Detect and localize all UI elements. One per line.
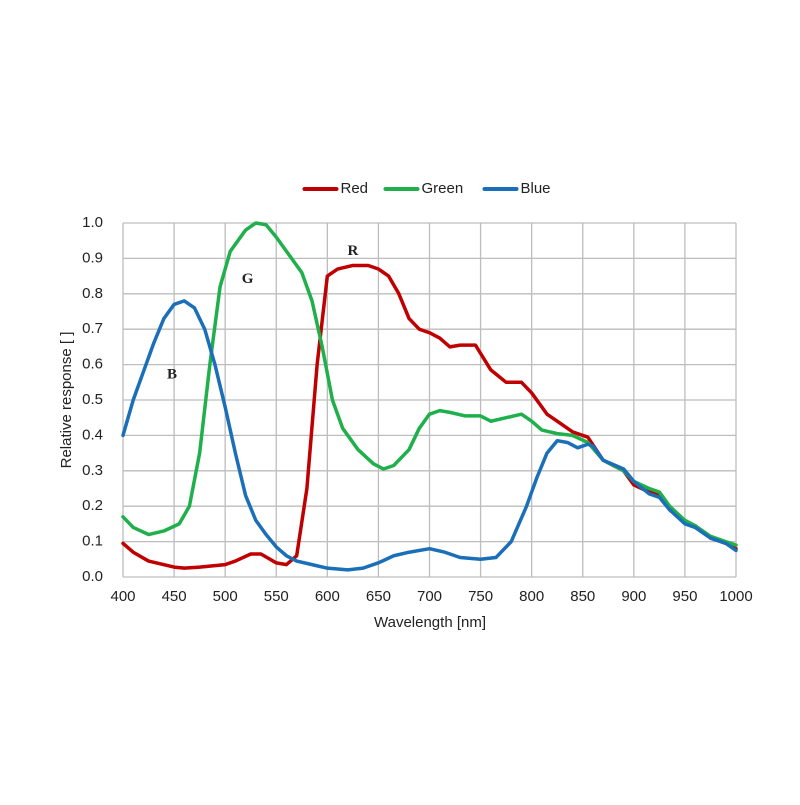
y-tick-label: 0.2 bbox=[82, 497, 103, 514]
x-tick-label: 600 bbox=[315, 588, 340, 605]
series-line bbox=[121, 299, 738, 572]
legend-label: Blue bbox=[521, 180, 551, 197]
x-tick-label: 400 bbox=[110, 588, 135, 605]
x-tick-label: 800 bbox=[519, 588, 544, 605]
legend-label: Green bbox=[422, 180, 464, 197]
x-tick-label: 650 bbox=[366, 588, 391, 605]
x-tick-label: 700 bbox=[417, 588, 442, 605]
y-tick-label: 0.9 bbox=[82, 249, 103, 266]
x-tick-label: 500 bbox=[213, 588, 238, 605]
annotation: R bbox=[347, 243, 358, 259]
x-tick-label: 550 bbox=[264, 588, 289, 605]
x-tick-label: 1000 bbox=[719, 588, 752, 605]
x-tick-label: 850 bbox=[570, 588, 595, 605]
y-tick-label: 0.3 bbox=[82, 462, 103, 479]
y-tick-label: 1.0 bbox=[82, 214, 103, 231]
x-tick-label: 950 bbox=[672, 588, 697, 605]
annotation: B bbox=[167, 367, 177, 383]
y-tick-label: 0.6 bbox=[82, 356, 103, 373]
y-tick-label: 0.8 bbox=[82, 285, 103, 302]
y-tick-label: 0.5 bbox=[82, 391, 103, 408]
y-tick-label: 0.4 bbox=[82, 426, 103, 443]
legend-label: Red bbox=[341, 180, 369, 197]
x-tick-label: 750 bbox=[468, 588, 493, 605]
annotation: G bbox=[242, 271, 254, 287]
x-tick-label: 900 bbox=[621, 588, 646, 605]
y-axis-label: Relative response [ ] bbox=[58, 332, 75, 469]
series-line bbox=[121, 263, 738, 570]
y-tick-label: 0.0 bbox=[82, 568, 103, 585]
x-tick-label: 450 bbox=[162, 588, 187, 605]
y-tick-label: 0.1 bbox=[82, 533, 103, 550]
x-axis-label: Wavelength [nm] bbox=[374, 614, 486, 631]
y-tick-label: 0.7 bbox=[82, 320, 103, 337]
